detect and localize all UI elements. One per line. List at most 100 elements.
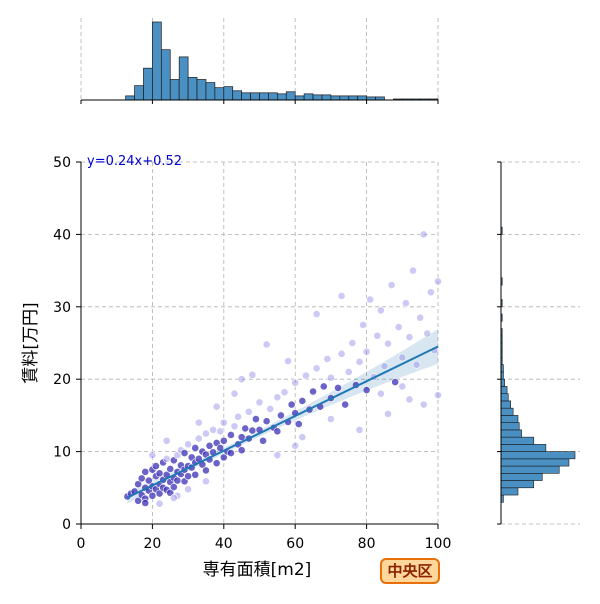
right-hist-bar (500, 400, 512, 409)
main-axes: 0 20 40 60 80 100 0 10 20 30 40 50 (53, 155, 451, 552)
scatter-point (337, 349, 346, 358)
x-tick-label: 100 (425, 536, 452, 552)
scatter-point (387, 281, 396, 289)
top-hist-bar (160, 49, 171, 101)
scatter-point (144, 476, 153, 485)
scatter-point (194, 418, 203, 427)
scatter-point (219, 453, 228, 462)
scatter-point (169, 483, 178, 491)
scatter-point (376, 389, 385, 398)
top-hist-bar (178, 56, 189, 101)
top-hist-bar (312, 94, 323, 101)
scatter-point (366, 295, 375, 304)
scatter-point (155, 489, 164, 498)
scatter-point (202, 429, 210, 438)
scatter-point (287, 400, 296, 409)
y-tick-label: 50 (53, 155, 71, 171)
scatter-point (434, 391, 442, 400)
top-hist-bar (169, 79, 180, 101)
right-hist-bar (500, 487, 519, 496)
scatter-point (262, 417, 271, 426)
top-hist-bar (294, 95, 305, 101)
scatter-point (255, 398, 264, 407)
scatter-point (230, 422, 239, 431)
scatter-point (394, 323, 403, 331)
y-tick-label: 30 (53, 300, 71, 316)
scatter-point (184, 440, 192, 449)
scatter-point (298, 397, 307, 405)
scatter-point (141, 467, 150, 476)
x-tick-label: 80 (358, 536, 376, 552)
top-hist-bar (250, 92, 260, 101)
top-hist-bar (259, 92, 269, 101)
top-hist-bar (330, 95, 341, 101)
scatter-point (309, 387, 317, 396)
scatter-point (162, 454, 171, 463)
top-hist-bar (321, 94, 332, 101)
top-hist-bar (339, 95, 350, 101)
scatter-point (373, 331, 382, 340)
y-axis-title: 賃料[万円] (21, 302, 41, 383)
scatter-point (134, 480, 143, 489)
scatter-point (401, 299, 410, 308)
scatter-point (219, 418, 228, 427)
scatter-point (155, 469, 164, 478)
scatter-point (398, 382, 407, 391)
scatter-point (326, 373, 335, 382)
scatter-point (237, 375, 246, 384)
scatter-point (227, 431, 235, 439)
y-tick-label: 10 (53, 445, 71, 461)
scatter-point (262, 340, 271, 349)
scatter-point (419, 230, 428, 239)
scatter-point (134, 496, 143, 505)
x-axis-title: 専有面積[m2] (203, 560, 312, 580)
scatter-point (212, 459, 221, 468)
right-histogram (497, 161, 580, 525)
right-hist-bar (500, 407, 514, 416)
scatter-point (384, 410, 392, 418)
top-hist-bar (348, 95, 359, 101)
scatter-point (362, 386, 371, 394)
scatter-point (291, 378, 300, 387)
scatter-point (202, 466, 210, 475)
ward-badge: 中央区 (380, 558, 440, 584)
scatter-point (376, 306, 385, 315)
top-hist-bar (357, 95, 367, 101)
scatter-point (169, 494, 178, 502)
right-hist-bar (500, 378, 505, 387)
scatter-point (423, 329, 432, 338)
top-hist-bar (214, 87, 225, 101)
scatter-point (148, 491, 157, 500)
scatter-point (273, 451, 282, 460)
scatter-point (344, 368, 353, 376)
scatter-point (194, 434, 203, 443)
right-hist-bar (500, 473, 543, 481)
scatter-point (284, 357, 292, 365)
scatter-point (252, 415, 260, 423)
scatter-point (409, 266, 417, 275)
scatter-point (291, 441, 300, 450)
scatter-point (266, 404, 275, 413)
scatter-point (166, 465, 175, 473)
scatter-point (141, 499, 150, 507)
scatter-point (337, 292, 346, 300)
top-hist-bar (232, 90, 243, 101)
right-hist-bar (500, 393, 509, 402)
scatter-point (398, 353, 407, 362)
scatter-point (280, 388, 289, 397)
scatter-point (202, 477, 210, 486)
right-hist-bar (500, 436, 535, 445)
scatter-point (162, 436, 171, 445)
scatter-point (298, 433, 307, 442)
right-hist-bar (500, 465, 560, 474)
scatter-point (391, 378, 400, 386)
scatter-point (237, 433, 246, 442)
top-hist-bar (134, 85, 144, 101)
top-hist-bar (268, 92, 278, 101)
x-tick-label: 0 (77, 536, 86, 552)
scatter-point (137, 474, 146, 483)
top-hist-bar (277, 93, 287, 101)
scatter-point (209, 425, 217, 434)
scatter-point (237, 446, 246, 455)
